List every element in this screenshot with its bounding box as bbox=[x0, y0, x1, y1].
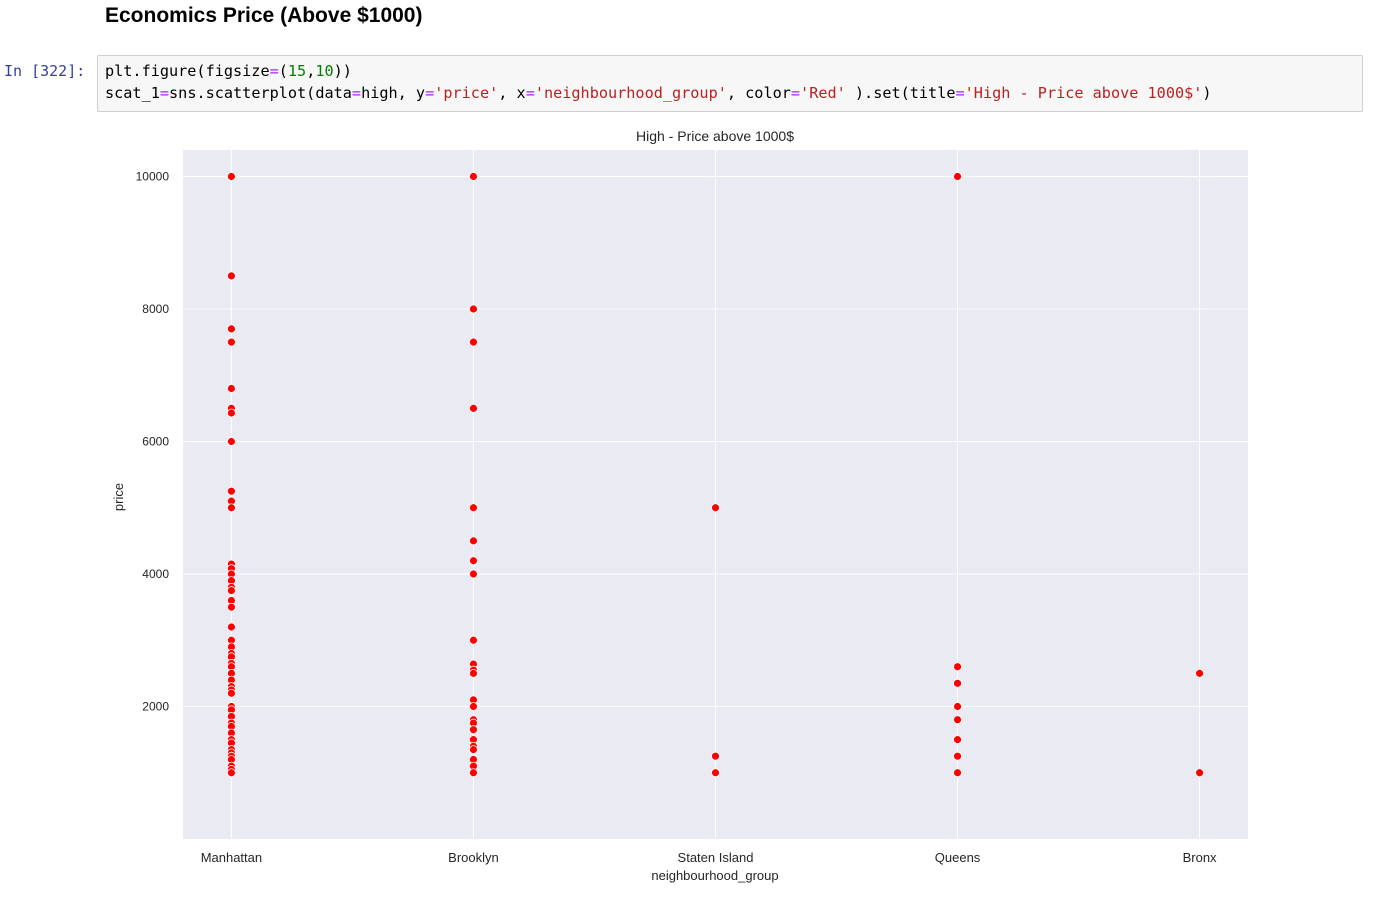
y-tick-label: 6000 bbox=[142, 435, 169, 449]
chart-title: High - Price above 1000$ bbox=[636, 128, 794, 144]
scatter-point bbox=[469, 503, 478, 513]
scatter-point bbox=[469, 172, 478, 181]
scatter-point bbox=[469, 702, 478, 711]
y-tick-label: 2000 bbox=[142, 700, 169, 714]
input-prompt: In [322]: bbox=[4, 62, 86, 80]
code-token: ).set(title bbox=[845, 84, 956, 102]
scatter-point bbox=[1195, 668, 1204, 678]
scatter-point bbox=[469, 635, 478, 645]
code-token: 15 bbox=[287, 62, 307, 80]
scatter-point bbox=[953, 678, 962, 688]
x-tick-labels: Manhattan Brooklyn Staten Island Queens Bron… bbox=[201, 850, 1217, 865]
scatter-point bbox=[953, 751, 962, 761]
y-tick-label: 8000 bbox=[142, 302, 169, 316]
scatter-point bbox=[469, 668, 478, 678]
code-token: , bbox=[306, 62, 316, 80]
code-token: )) bbox=[333, 62, 352, 80]
code-token: 'price' bbox=[434, 84, 499, 102]
scatter-point bbox=[227, 602, 236, 612]
code-token: high, y bbox=[361, 84, 426, 102]
scatter-point bbox=[227, 688, 236, 698]
code-token: ) bbox=[1202, 84, 1212, 102]
scatter-point bbox=[227, 503, 236, 513]
code-token: sns.scatterplot(data bbox=[169, 84, 352, 102]
x-tick-label: Bronx bbox=[1183, 850, 1217, 865]
scatter-point bbox=[469, 304, 478, 314]
scatter-point bbox=[469, 337, 478, 347]
y-axis-label: price bbox=[111, 483, 126, 511]
x-tick-label: Staten Island bbox=[678, 850, 754, 865]
scatter-point bbox=[227, 408, 236, 418]
scatter-point bbox=[953, 715, 962, 725]
scatter-point bbox=[953, 735, 962, 745]
code-line-2: scat_1=sns.scatterplot(data=high, y='pri… bbox=[105, 84, 1212, 102]
x-tick-label: Brooklyn bbox=[448, 850, 499, 865]
scatter-point bbox=[227, 486, 236, 496]
scatter-chart: High - Price above 1000$ 2000 4000 6000 800… bbox=[111, 128, 1248, 883]
scatter-point bbox=[953, 702, 962, 711]
code-token: 'High - Price above 1000$' bbox=[964, 84, 1203, 102]
code-token: = bbox=[790, 84, 801, 102]
scatter-point bbox=[227, 271, 236, 281]
scatter-point bbox=[227, 324, 236, 334]
code-token: = bbox=[955, 84, 965, 102]
code-token: = bbox=[269, 62, 279, 80]
code-token: 10 bbox=[315, 62, 334, 80]
scatter-point bbox=[227, 337, 236, 347]
cell-output: High - Price above 1000$ 2000 4000 6000 800… bbox=[97, 118, 1367, 898]
scatter-point bbox=[469, 536, 478, 546]
scatter-point bbox=[1195, 768, 1204, 778]
scatter-point bbox=[227, 768, 236, 778]
scatter-point bbox=[227, 586, 236, 595]
scatter-point bbox=[469, 768, 478, 778]
x-tick-label: Queens bbox=[935, 850, 981, 865]
scatter-point bbox=[469, 403, 478, 413]
y-tick-label: 10000 bbox=[136, 170, 170, 184]
code-token: 'neighbourhood_group' bbox=[534, 84, 727, 102]
code-token: ( bbox=[278, 62, 288, 80]
code-token: , x bbox=[498, 84, 526, 102]
scatter-point bbox=[469, 725, 478, 735]
code-token: = bbox=[159, 84, 170, 102]
code-token: 'Red' bbox=[800, 84, 846, 102]
scatter-point bbox=[711, 751, 720, 761]
data-points bbox=[227, 172, 1204, 778]
scatter-point bbox=[711, 503, 720, 513]
code-token: = bbox=[525, 84, 535, 102]
scatter-point bbox=[953, 172, 962, 181]
scatter-point bbox=[227, 384, 236, 393]
scatter-point bbox=[469, 745, 478, 754]
x-axis-label: neighbourhood_group bbox=[651, 868, 778, 883]
scatter-point bbox=[953, 662, 962, 672]
x-tick-label: Manhattan bbox=[201, 850, 262, 865]
scatter-point bbox=[469, 556, 478, 566]
y-tick-labels: 2000 4000 6000 8000 10000 bbox=[136, 170, 170, 714]
scatter-point bbox=[953, 768, 962, 778]
scatter-point bbox=[227, 622, 236, 632]
scatter-point bbox=[711, 768, 720, 778]
scatter-point bbox=[227, 437, 236, 446]
code-token: , color bbox=[726, 84, 791, 102]
scatter-point bbox=[227, 172, 236, 181]
y-tick-label: 4000 bbox=[142, 567, 169, 581]
code-token: scat_1 bbox=[105, 84, 160, 102]
code-token: = bbox=[351, 84, 362, 102]
scatter-point bbox=[469, 569, 478, 579]
markdown-heading: Economics Price (Above $1000) bbox=[105, 4, 423, 27]
code-token: plt.figure(figsize bbox=[105, 62, 270, 80]
code-token: = bbox=[425, 84, 435, 102]
code-cell[interactable]: plt.figure(figsize=(15,10)) scat_1=sns.s… bbox=[97, 55, 1363, 112]
code-line-1: plt.figure(figsize=(15,10)) bbox=[105, 62, 352, 80]
